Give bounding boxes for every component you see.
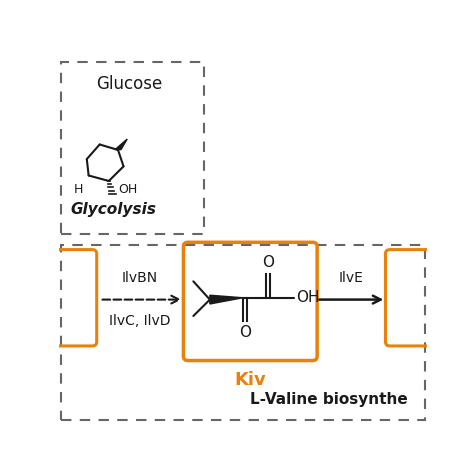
Text: Glycolysis: Glycolysis [70,202,156,218]
Polygon shape [115,139,127,150]
Text: IlvC, IlvD: IlvC, IlvD [109,314,171,328]
Text: OH: OH [118,183,137,196]
Text: L-Valine biosynthe: L-Valine biosynthe [250,392,408,407]
Text: O: O [239,325,251,340]
Text: O: O [262,255,274,270]
Polygon shape [210,295,243,304]
Text: Kiv: Kiv [235,371,266,389]
Text: Glucose: Glucose [96,75,162,93]
Text: IlvBN: IlvBN [122,271,158,285]
Text: OH: OH [296,290,319,305]
Text: IlvE: IlvE [339,271,364,285]
Text: H: H [74,183,83,196]
